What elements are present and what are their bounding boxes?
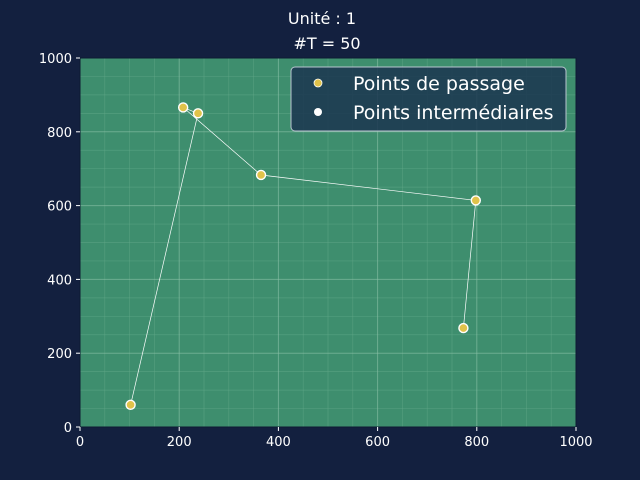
path-line-layer <box>130 107 477 405</box>
legend-marker-intermediate <box>314 108 322 116</box>
x-tick-label: 0 <box>76 435 84 450</box>
x-tick-label: 200 <box>167 435 192 450</box>
y-axis: 0 200 400 600 800 1000 <box>39 52 80 436</box>
waypoints-layer <box>125 102 482 411</box>
x-tick-label: 600 <box>365 435 390 450</box>
x-tick-label: 400 <box>266 435 291 450</box>
y-tick-label: 0 <box>64 421 72 436</box>
legend-label-intermediate: Points intermédiaires <box>353 102 554 124</box>
y-tick-label: 200 <box>47 347 72 362</box>
plot-frame <box>79 57 577 428</box>
legend: Points de passage Points intermédiaires <box>290 66 567 132</box>
x-axis: 0 200 400 600 800 1000 <box>76 427 593 450</box>
chart-subtitle: #T = 50 <box>293 34 360 53</box>
waypoint-marker <box>177 102 189 113</box>
waypoint-marker <box>470 195 482 206</box>
path-line <box>130 107 477 405</box>
legend-box <box>290 66 567 132</box>
waypoint-marker <box>192 108 204 119</box>
x-tick-label: 1000 <box>559 435 592 450</box>
waypoint-marker <box>458 322 469 334</box>
waypoint-marker <box>255 169 267 181</box>
y-tick-label: 1000 <box>39 52 72 67</box>
waypoint-marker <box>125 399 136 411</box>
y-tick-label: 400 <box>47 273 72 288</box>
x-tick-label: 800 <box>464 435 489 450</box>
y-tick-label: 600 <box>47 200 72 215</box>
chart-title: Unité : 1 <box>288 9 356 28</box>
y-tick-label: 800 <box>47 126 72 141</box>
legend-label-waypoints: Points de passage <box>353 73 525 95</box>
legend-marker-waypoints <box>313 78 323 88</box>
